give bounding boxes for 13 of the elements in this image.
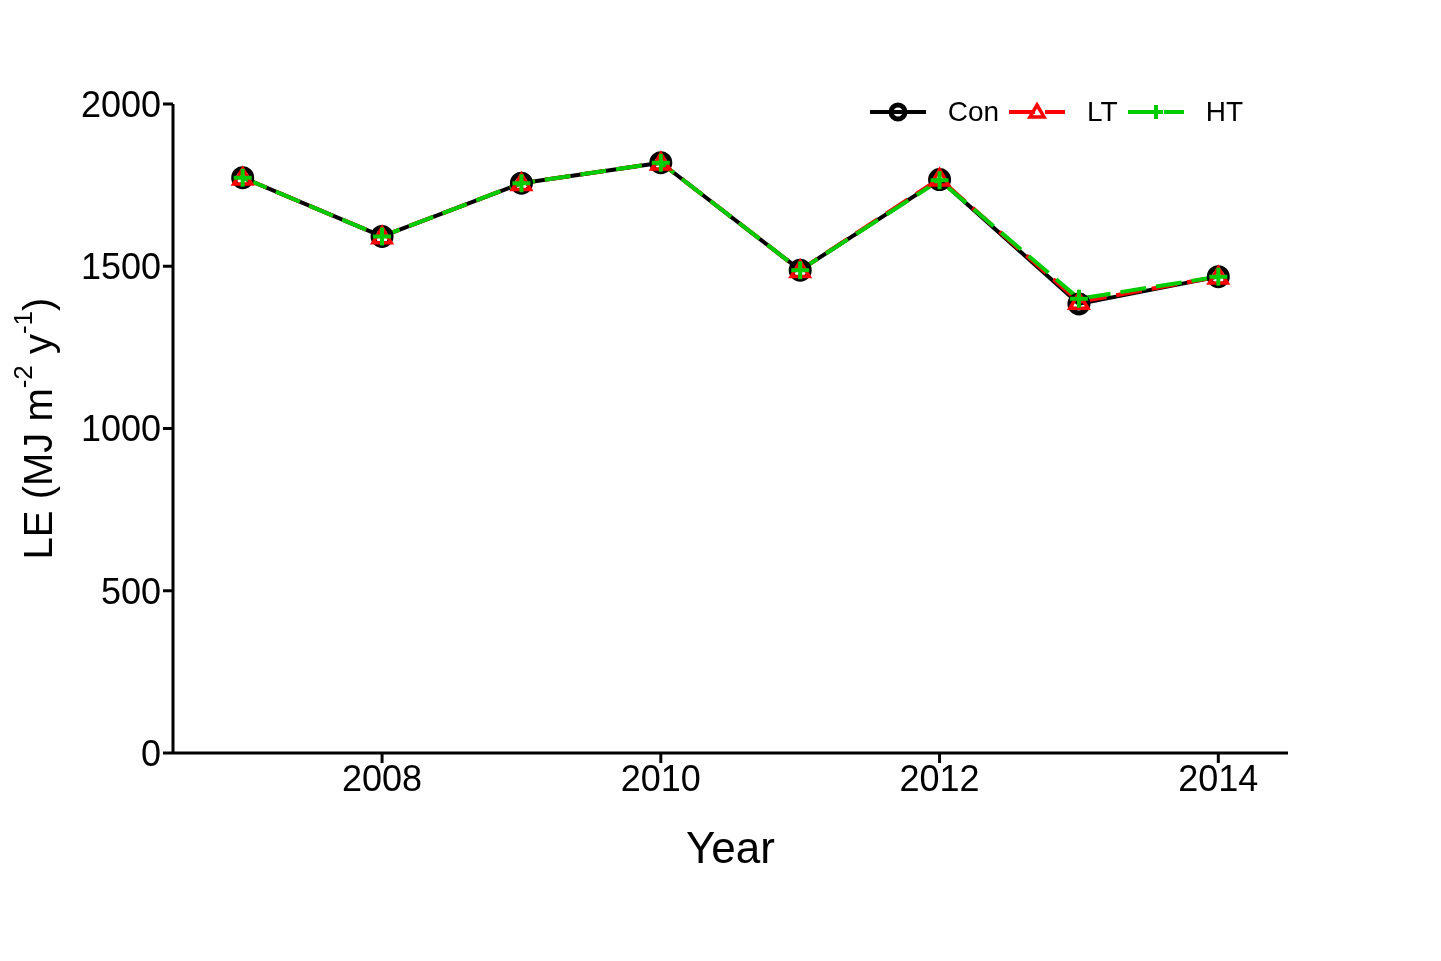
y-tick-label: 1000 — [80, 408, 161, 450]
legend-label: LT — [1087, 96, 1118, 128]
x-tick-label: 2010 — [620, 757, 701, 799]
x-tick-label: 2008 — [342, 757, 423, 799]
legend-label: Con — [947, 96, 1000, 128]
x-tick-label: 2012 — [899, 757, 980, 799]
legend-label: HT — [1205, 96, 1243, 128]
y-tick-label: 500 — [100, 570, 161, 612]
y-tick-label: 0 — [140, 732, 161, 774]
y-tick-label: 1500 — [80, 246, 161, 288]
x-axis-title: Year — [686, 823, 775, 872]
y-tick-label: 2000 — [80, 83, 161, 125]
x-tick-label: 2014 — [1178, 757, 1259, 799]
